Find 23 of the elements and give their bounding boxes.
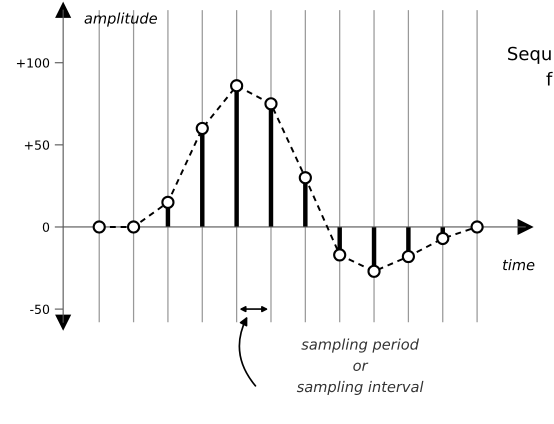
y-tick-label: -50 bbox=[30, 304, 50, 314]
x-axis-title: time bbox=[503, 259, 534, 270]
point bbox=[470, 220, 484, 234]
point bbox=[161, 196, 175, 209]
point bbox=[402, 250, 415, 264]
point bbox=[298, 171, 312, 184]
point bbox=[333, 248, 346, 262]
text: or bbox=[353, 362, 368, 371]
y-axis-title: amplitude bbox=[84, 12, 157, 27]
annotation: Sequ bbox=[508, 46, 551, 64]
point bbox=[230, 79, 244, 92]
point bbox=[92, 220, 106, 234]
text: sampling interval bbox=[296, 380, 424, 396]
point bbox=[264, 97, 278, 110]
text: sampling period bbox=[301, 338, 420, 353]
text: f bbox=[546, 72, 553, 86]
y-tick-label: 0 bbox=[42, 222, 50, 232]
point bbox=[367, 264, 381, 278]
point bbox=[196, 122, 209, 136]
y-tick-label: +100 bbox=[16, 58, 50, 68]
point bbox=[126, 220, 140, 234]
y-tick-label: +50 bbox=[24, 140, 50, 150]
point bbox=[436, 232, 450, 246]
